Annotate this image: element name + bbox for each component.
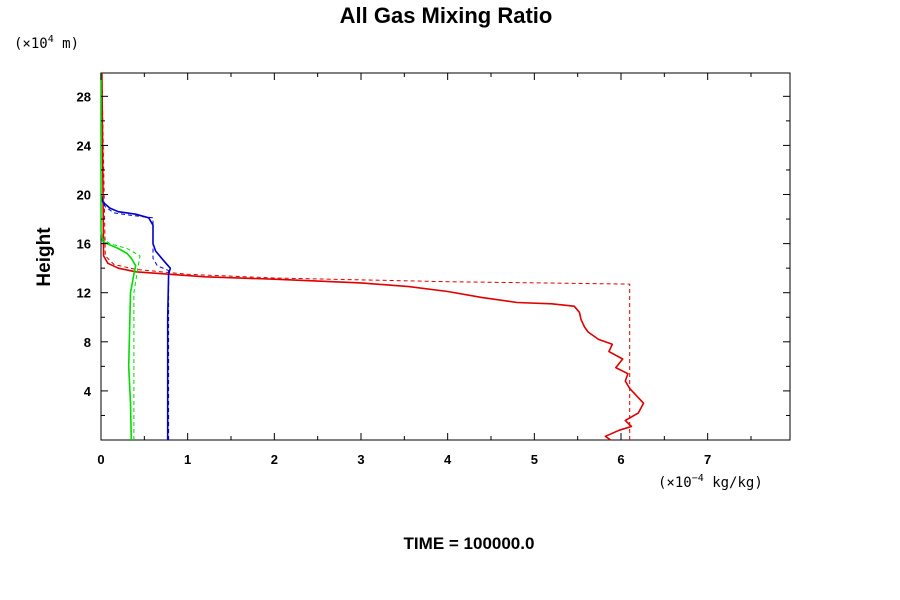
time-label: TIME = 100000.0 <box>404 534 535 553</box>
series-line-1 <box>101 72 645 441</box>
x-tick-label: 6 <box>617 452 624 467</box>
y-tick-label: 16 <box>77 237 91 252</box>
chart-title: All Gas Mixing Ratio <box>340 3 553 28</box>
plot-area <box>100 72 791 441</box>
y-axis-label: Height <box>34 227 55 287</box>
plot-frame <box>100 72 791 441</box>
y-tick-label: 28 <box>77 89 91 104</box>
x-tick-label: 7 <box>704 452 711 467</box>
x-tick-label: 2 <box>271 452 278 467</box>
y-axis-unit: (×104 m) <box>14 34 79 52</box>
series-line-4 <box>100 199 170 440</box>
x-axis-unit: (×10−4 kg/kg) <box>658 473 763 491</box>
x-tick-label: 0 <box>97 452 104 467</box>
y-tick-label: 12 <box>77 286 91 301</box>
series-line-6 <box>100 237 141 440</box>
y-tick-label: 24 <box>77 138 92 153</box>
x-tick-label: 5 <box>531 452 538 467</box>
y-tick-label: 8 <box>84 335 91 350</box>
series-line-5 <box>100 73 137 441</box>
series-layer <box>100 72 645 441</box>
y-tick-label: 4 <box>84 384 92 399</box>
series-line-3 <box>100 194 172 440</box>
x-tick-label: 1 <box>184 452 191 467</box>
y-tick-label: 20 <box>77 188 91 203</box>
x-tick-label: 4 <box>444 452 452 467</box>
x-tick-label: 3 <box>357 452 364 467</box>
series-line-2 <box>101 72 631 440</box>
